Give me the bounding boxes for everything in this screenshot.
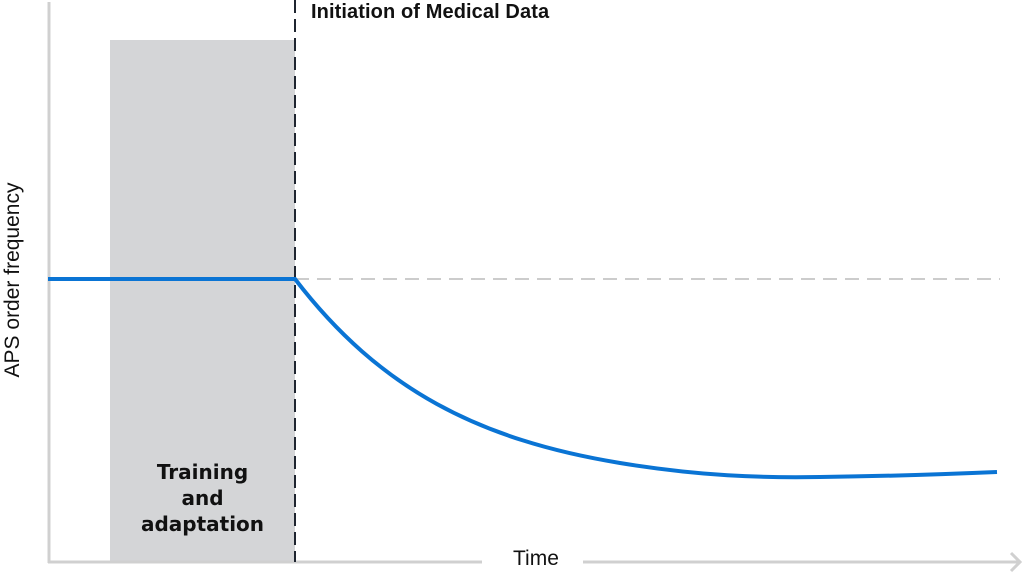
y-axis-label: APS order frequency — [1, 182, 24, 378]
training-band — [110, 40, 295, 562]
x-axis-label: Time — [513, 547, 559, 570]
band-label-line-1: Training — [156, 460, 249, 484]
band-label-line-2: and — [181, 486, 224, 510]
event-label: Initiation of Medical Data — [311, 1, 550, 23]
x-axis-arrow-icon — [1009, 551, 1023, 573]
frequency-curve — [48, 277, 998, 480]
band-label-line-3: adaptation — [140, 512, 265, 536]
band-label: Training and adaptation — [110, 459, 295, 537]
